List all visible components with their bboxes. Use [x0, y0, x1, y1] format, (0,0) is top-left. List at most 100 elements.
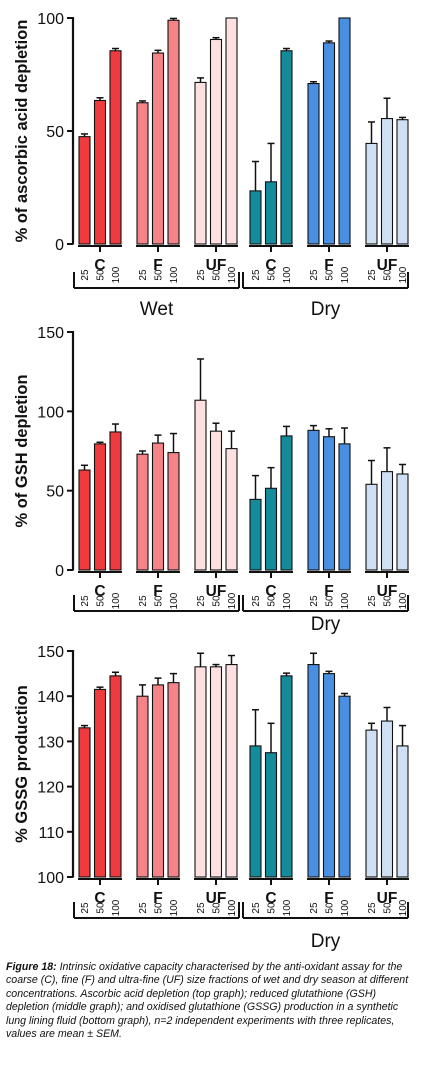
bar [280, 675, 293, 878]
concentration-label: 25 [80, 269, 91, 281]
y-tick-label: 100 [37, 404, 64, 421]
concentration-label: 100 [282, 592, 293, 609]
concentration-label: 25 [80, 902, 91, 914]
concentration-label: 100 [282, 266, 293, 283]
figure-caption-label: Figure 18: [6, 961, 57, 973]
bar [93, 688, 107, 878]
season-label: Wet [140, 299, 174, 320]
concentration-label: 50 [267, 595, 278, 607]
concentration-label: 25 [80, 595, 91, 607]
bar [280, 50, 293, 245]
concentration-label: 25 [138, 269, 149, 281]
concentration-label: 25 [251, 595, 262, 607]
concentration-label: 50 [212, 595, 223, 607]
bar [225, 17, 238, 245]
bar [151, 52, 165, 245]
concentration-label: 50 [212, 269, 223, 281]
concentration-label: 100 [398, 899, 409, 916]
group-label: F [324, 890, 333, 907]
figure-caption: Figure 18: Intrinsic oxidative capacity … [6, 961, 418, 1041]
concentration-label: 50 [325, 902, 336, 914]
bar [249, 498, 262, 571]
concentration-label: 100 [282, 899, 293, 916]
bar [396, 473, 409, 571]
concentration-label: 25 [138, 902, 149, 914]
concentration-label: 25 [367, 902, 378, 914]
group-label: F [324, 583, 333, 600]
y-tick-label: 0 [55, 237, 64, 254]
concentration-label: 100 [398, 266, 409, 283]
concentration-label: 50 [383, 269, 394, 281]
y-tick-label: 120 [37, 780, 64, 797]
bar [151, 442, 165, 571]
concentration-label: 25 [138, 595, 149, 607]
group-label: UF [377, 890, 398, 907]
bar [151, 684, 165, 878]
bar [225, 664, 238, 878]
concentration-label: 50 [96, 595, 107, 607]
concentration-label: 100 [111, 266, 122, 283]
bar [249, 745, 262, 878]
bar [167, 19, 180, 245]
bar [264, 181, 278, 245]
concentration-label: 100 [227, 592, 238, 609]
y-tick-label: 100 [37, 11, 64, 28]
concentration-label: 50 [267, 902, 278, 914]
bar [225, 448, 238, 571]
bar [307, 429, 320, 571]
bar [209, 38, 223, 245]
concentration-label: 25 [196, 269, 207, 281]
concentration-label: 50 [267, 269, 278, 281]
bar [365, 729, 378, 878]
group-label: UF [206, 890, 227, 907]
concentration-label: 50 [154, 595, 165, 607]
bar [307, 82, 320, 245]
group-label: C [94, 583, 105, 600]
concentration-label: 25 [309, 269, 320, 281]
y-tick-label: 140 [37, 689, 64, 706]
concentration-label: 50 [96, 902, 107, 914]
concentration-label: 100 [340, 592, 351, 609]
y-tick-label: 130 [37, 734, 64, 751]
y-tick-label: 110 [38, 825, 64, 842]
concentration-label: 25 [309, 902, 320, 914]
concentration-label: 50 [383, 902, 394, 914]
group-label: C [265, 890, 276, 907]
bar [136, 695, 149, 878]
bar [136, 453, 149, 571]
bar [78, 469, 91, 571]
figure-charts: 0 50 100 % of ascorbic acid depletion 25 50 10… [13, 11, 409, 952]
concentration-label: 25 [367, 595, 378, 607]
concentration-label: 50 [383, 595, 394, 607]
bar [322, 42, 336, 245]
bar [136, 102, 149, 245]
concentration-label: 100 [340, 899, 351, 916]
concentration-label: 25 [196, 902, 207, 914]
bar [322, 673, 336, 878]
concentration-label: 50 [96, 269, 107, 281]
group-label: C [94, 890, 105, 907]
group-label: UF [206, 257, 227, 274]
group-label: C [94, 257, 105, 274]
bar [78, 136, 91, 245]
season-label: Dry [311, 299, 341, 320]
bar [338, 695, 351, 878]
bar [365, 483, 378, 571]
concentration-label: 50 [325, 269, 336, 281]
y-tick-label: 50 [46, 484, 64, 501]
bar [109, 431, 122, 571]
bar [396, 119, 409, 245]
y-tick-label: 150 [37, 325, 64, 342]
concentration-label: 50 [212, 902, 223, 914]
y-tick-label: 100 [37, 870, 64, 887]
concentration-label: 100 [169, 266, 180, 283]
bar [209, 666, 223, 878]
group-label: F [153, 583, 162, 600]
bar [322, 436, 336, 571]
bar [167, 682, 180, 878]
concentration-label: 50 [325, 595, 336, 607]
bar [109, 50, 122, 245]
concentration-label: 100 [169, 899, 180, 916]
bar [307, 664, 320, 878]
concentration-label: 25 [251, 269, 262, 281]
